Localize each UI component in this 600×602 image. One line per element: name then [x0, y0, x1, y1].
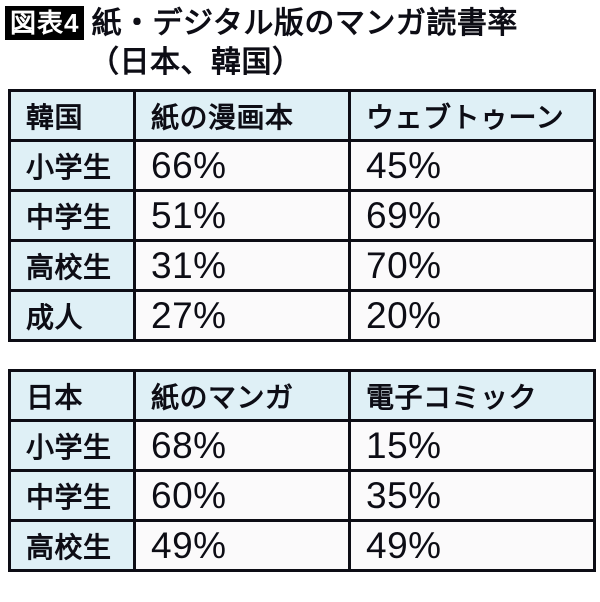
value-cell: 69%: [348, 189, 596, 242]
row-label-middle-school: 中学生: [8, 189, 136, 242]
table-row: 中学生 60% 35%: [8, 469, 596, 522]
japan-table: 日本 紙のマンガ 電子コミック 小学生 68% 15% 中学生 60% 35% …: [8, 369, 596, 572]
korea-col-header-paper-comics: 紙の漫画本: [133, 89, 351, 142]
table-row: 中学生 51% 69%: [8, 189, 596, 242]
row-label-elementary: 小学生: [8, 419, 136, 472]
figure-subtitle: （日本、韓国）: [89, 46, 303, 79]
value-cell: 31%: [133, 239, 351, 292]
row-label-high-school: 高校生: [8, 519, 136, 572]
figure-title: 紙・デジタル版のマンガ読書率: [91, 7, 518, 40]
korea-col-header-webtoon: ウェブトゥーン: [348, 89, 596, 142]
table-row: 高校生 49% 49%: [8, 519, 596, 572]
value-cell: 68%: [133, 419, 351, 472]
value-cell: 51%: [133, 189, 351, 242]
row-label-high-school: 高校生: [8, 239, 136, 292]
figure-number-badge: 図表4: [5, 6, 85, 40]
value-cell: 20%: [348, 289, 596, 342]
value-cell: 27%: [133, 289, 351, 342]
row-label-elementary: 小学生: [8, 139, 136, 192]
value-cell: 49%: [348, 519, 596, 572]
row-label-middle-school: 中学生: [8, 469, 136, 522]
japan-col-header-paper-manga: 紙のマンガ: [133, 369, 351, 422]
table-row: 小学生 66% 45%: [8, 139, 596, 192]
value-cell: 35%: [348, 469, 596, 522]
table-row: 高校生 31% 70%: [8, 239, 596, 292]
row-label-adult: 成人: [8, 289, 136, 342]
korea-header-row: 韓国 紙の漫画本 ウェブトゥーン: [8, 89, 596, 142]
figure-header: 図表4 紙・デジタル版のマンガ読書率 （日本、韓国）: [0, 0, 600, 81]
korea-col-header-country: 韓国: [8, 89, 136, 142]
value-cell: 70%: [348, 239, 596, 292]
value-cell: 45%: [348, 139, 596, 192]
value-cell: 49%: [133, 519, 351, 572]
japan-header-row: 日本 紙のマンガ 電子コミック: [8, 369, 596, 422]
japan-col-header-country: 日本: [8, 369, 136, 422]
korea-table: 韓国 紙の漫画本 ウェブトゥーン 小学生 66% 45% 中学生 51% 69%…: [8, 89, 596, 342]
value-cell: 15%: [348, 419, 596, 472]
table-row: 小学生 68% 15%: [8, 419, 596, 472]
table-row: 成人 27% 20%: [8, 289, 596, 342]
japan-col-header-ecomic: 電子コミック: [348, 369, 596, 422]
value-cell: 66%: [133, 139, 351, 192]
value-cell: 60%: [133, 469, 351, 522]
figure-title-row: 図表4 紙・デジタル版のマンガ読書率: [5, 6, 600, 42]
